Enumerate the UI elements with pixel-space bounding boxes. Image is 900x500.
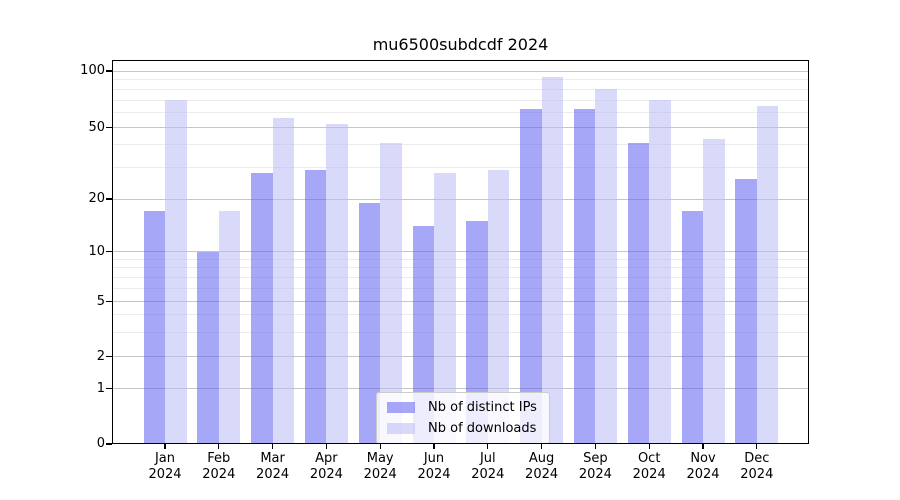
legend-item-downloads: Nb of downloads: [387, 421, 537, 436]
y-minor-gridline: [112, 99, 809, 101]
legend-item-distinct-ips: Nb of distinct IPs: [387, 400, 537, 415]
y-tick-mark: [106, 250, 112, 253]
bar-distinct-ips-dec: [735, 178, 757, 444]
y-minor-gridline: [112, 112, 809, 114]
legend-label-distinct-ips: Nb of distinct IPs: [428, 400, 537, 415]
y-major-gridline: [112, 301, 809, 302]
legend-swatch-downloads: [387, 423, 415, 434]
y-minor-gridline: [112, 267, 809, 269]
x-tick-label-jan: Jan 2024: [148, 451, 182, 482]
y-tick-mark: [106, 300, 112, 303]
x-tick-mark: [433, 444, 435, 449]
x-tick-mark: [325, 444, 328, 449]
y-major-gridline: [112, 356, 809, 357]
y-minor-gridline: [112, 166, 809, 168]
x-tick-label-may: May 2024: [363, 451, 397, 482]
bar-downloads-aug: [541, 76, 564, 444]
y-major-gridline: [112, 127, 809, 128]
x-tick-label-mar: Mar 2024: [256, 451, 290, 482]
y-minor-gridline: [112, 276, 809, 278]
y-tick-mark: [106, 70, 112, 72]
bar-distinct-ips-sep: [573, 108, 596, 444]
y-tick-label: 2: [96, 348, 105, 364]
bar-downloads-nov: [703, 139, 725, 444]
bar-distinct-ips-nov: [681, 211, 703, 444]
bar-distinct-ips-oct: [627, 142, 650, 444]
chart-title: mu6500subdcdf 2024: [372, 35, 549, 54]
y-tick-label: 10: [88, 243, 105, 259]
bar-downloads-jul: [487, 170, 510, 444]
x-tick-mark: [487, 444, 489, 449]
bar-distinct-ips-aug: [520, 108, 542, 444]
bar-distinct-ips-feb: [197, 251, 219, 444]
bar-downloads-apr: [326, 124, 348, 444]
bar-downloads-dec: [756, 106, 779, 444]
bar-distinct-ips-apr: [304, 170, 327, 444]
x-tick-label-jul: Jul 2024: [471, 451, 505, 482]
bar-downloads-feb: [218, 211, 241, 444]
legend: Nb of distinct IPs Nb of downloads: [376, 392, 550, 444]
x-tick-mark: [648, 444, 650, 449]
bar-downloads-sep: [595, 89, 617, 444]
x-tick-mark: [702, 444, 704, 449]
x-tick-label-feb: Feb 2024: [202, 451, 236, 482]
bar-distinct-ips-mar: [251, 172, 273, 444]
bar-distinct-ips-jun: [412, 226, 434, 444]
x-tick-label-sep: Sep 2024: [578, 451, 612, 482]
x-tick-mark: [756, 444, 758, 449]
x-tick-mark: [218, 444, 220, 449]
y-tick-label: 100: [80, 63, 105, 78]
y-tick-label: 50: [88, 119, 105, 135]
y-tick-mark: [106, 198, 112, 200]
y-tick-label: 0: [96, 436, 105, 451]
bar-downloads-oct: [649, 100, 671, 444]
plot-area: Nb of distinct IPs Nb of downloads: [112, 60, 809, 444]
y-minor-gridline: [112, 144, 809, 146]
y-major-gridline: [112, 388, 809, 389]
y-minor-gridline: [112, 331, 809, 333]
y-tick-label: 1: [96, 380, 105, 396]
bar-downloads-may: [380, 142, 402, 444]
x-tick-mark: [271, 444, 274, 449]
y-major-gridline: [112, 70, 809, 72]
x-tick-label-aug: Aug 2024: [525, 451, 559, 482]
x-tick-mark: [594, 444, 597, 449]
y-tick-mark: [106, 126, 112, 129]
bar-distinct-ips-jan: [143, 211, 165, 444]
x-tick-label-oct: Oct 2024: [632, 451, 666, 482]
y-tick-mark: [106, 355, 112, 358]
y-minor-gridline: [112, 258, 809, 260]
y-minor-gridline: [112, 79, 809, 81]
x-tick-label-dec: Dec 2024: [740, 451, 774, 482]
x-tick-mark: [164, 444, 166, 449]
y-tick-mark: [106, 387, 112, 390]
bar-distinct-ips-jul: [466, 220, 488, 444]
y-major-gridline: [112, 198, 809, 200]
y-tick-mark: [106, 443, 112, 445]
y-minor-gridline: [112, 287, 809, 289]
x-tick-label-apr: Apr 2024: [309, 451, 343, 482]
x-tick-label-nov: Nov 2024: [686, 451, 720, 482]
x-tick-label-jun: Jun 2024: [417, 451, 451, 482]
legend-label-downloads: Nb of downloads: [428, 421, 537, 436]
legend-swatch-distinct-ips: [387, 402, 415, 413]
y-tick-label: 20: [88, 191, 105, 206]
y-tick-label: 5: [96, 293, 105, 309]
bar-distinct-ips-may: [358, 202, 381, 444]
y-minor-gridline: [112, 314, 809, 316]
x-tick-mark: [540, 444, 543, 449]
bar-downloads-jan: [165, 100, 187, 444]
bar-downloads-mar: [272, 118, 295, 444]
x-tick-mark: [379, 444, 381, 449]
y-major-gridline: [112, 251, 809, 252]
bar-downloads-jun: [434, 172, 456, 444]
y-minor-gridline: [112, 88, 809, 90]
